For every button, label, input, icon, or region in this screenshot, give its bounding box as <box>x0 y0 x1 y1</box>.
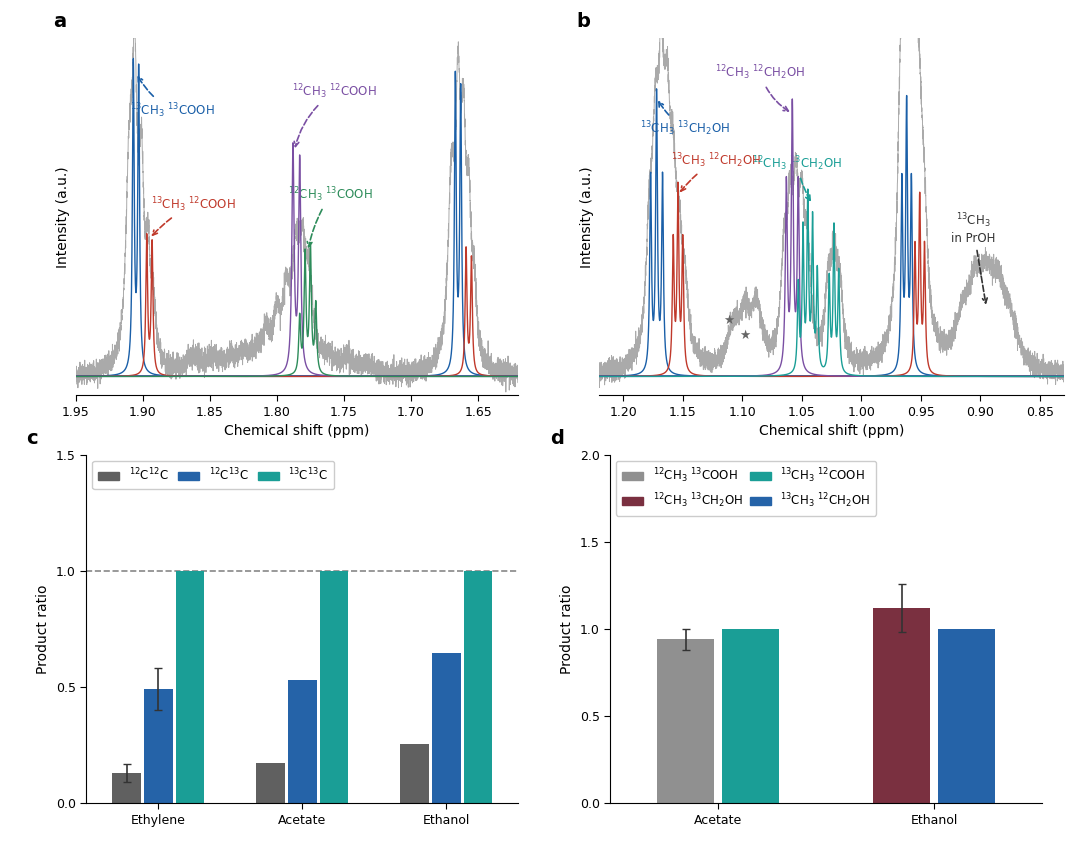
Y-axis label: Product ratio: Product ratio <box>561 584 575 674</box>
Y-axis label: Intensity (a.u.): Intensity (a.u.) <box>56 166 70 268</box>
Text: a: a <box>54 12 67 31</box>
Bar <box>256 762 285 803</box>
Text: $^{13}$CH$_3$ $^{12}$COOH: $^{13}$CH$_3$ $^{12}$COOH <box>151 195 237 235</box>
Text: b: b <box>577 12 590 31</box>
Text: $^{13}$CH$_3$
in PrOH: $^{13}$CH$_3$ in PrOH <box>951 212 996 303</box>
Bar <box>432 654 461 803</box>
Legend: $^{12}$C$^{12}$C, $^{12}$C$^{13}$C, $^{13}$C$^{13}$C: $^{12}$C$^{12}$C, $^{12}$C$^{13}$C, $^{1… <box>92 461 334 489</box>
Bar <box>401 744 429 803</box>
Bar <box>176 571 204 803</box>
Bar <box>144 689 173 803</box>
Text: d: d <box>550 428 564 448</box>
Text: $^{12}$CH$_3$ $^{12}$CH$_2$OH: $^{12}$CH$_3$ $^{12}$CH$_2$OH <box>715 64 806 111</box>
Y-axis label: Product ratio: Product ratio <box>37 584 51 674</box>
Bar <box>112 773 141 803</box>
X-axis label: Chemical shift (ppm): Chemical shift (ppm) <box>759 424 904 439</box>
Text: c: c <box>26 428 38 448</box>
Text: $^{13}$CH$_3$ $^{12}$CH$_2$OH: $^{13}$CH$_3$ $^{12}$CH$_2$OH <box>671 151 761 191</box>
Text: $^{12}$CH$_3$ $^{13}$CH$_2$OH: $^{12}$CH$_3$ $^{13}$CH$_2$OH <box>752 154 842 201</box>
Bar <box>658 639 714 803</box>
Text: $^{13}$CH$_3$ $^{13}$COOH: $^{13}$CH$_3$ $^{13}$COOH <box>130 76 215 120</box>
Text: ★: ★ <box>739 329 751 343</box>
Text: $^{13}$CH$_3$ $^{13}$CH$_2$OH: $^{13}$CH$_3$ $^{13}$CH$_2$OH <box>640 102 730 139</box>
Bar <box>463 571 492 803</box>
Bar <box>939 629 995 803</box>
Text: $^{12}$CH$_3$ $^{12}$COOH: $^{12}$CH$_3$ $^{12}$COOH <box>293 82 377 146</box>
Legend: $^{12}$CH$_3$ $^{13}$COOH, $^{12}$CH$_3$ $^{13}$CH$_2$OH, $^{13}$CH$_3$ $^{12}$C: $^{12}$CH$_3$ $^{13}$COOH, $^{12}$CH$_3$… <box>616 461 876 516</box>
Bar <box>723 629 779 803</box>
Text: $^{12}$CH$_3$ $^{13}$COOH: $^{12}$CH$_3$ $^{13}$COOH <box>288 185 373 246</box>
X-axis label: Chemical shift (ppm): Chemical shift (ppm) <box>225 424 369 439</box>
Text: ★: ★ <box>724 314 734 326</box>
Y-axis label: Intensity (a.u.): Intensity (a.u.) <box>580 166 594 268</box>
Bar <box>288 680 316 803</box>
Bar <box>874 608 930 803</box>
Bar <box>320 571 349 803</box>
